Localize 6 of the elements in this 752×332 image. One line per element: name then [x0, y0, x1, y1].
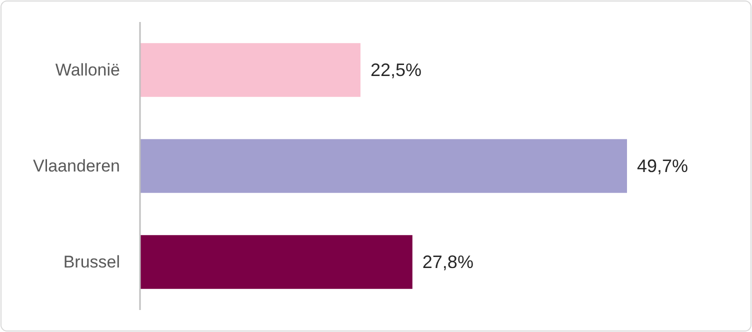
data-label: 22,5%	[370, 60, 422, 80]
data-label: 27,8%	[422, 252, 474, 272]
y-tick-label: Wallonië	[55, 60, 120, 80]
y-tick-label: Brussel	[63, 252, 120, 272]
y-tick-label: Vlaanderen	[33, 156, 120, 176]
data-label: 49,7%	[637, 156, 688, 176]
